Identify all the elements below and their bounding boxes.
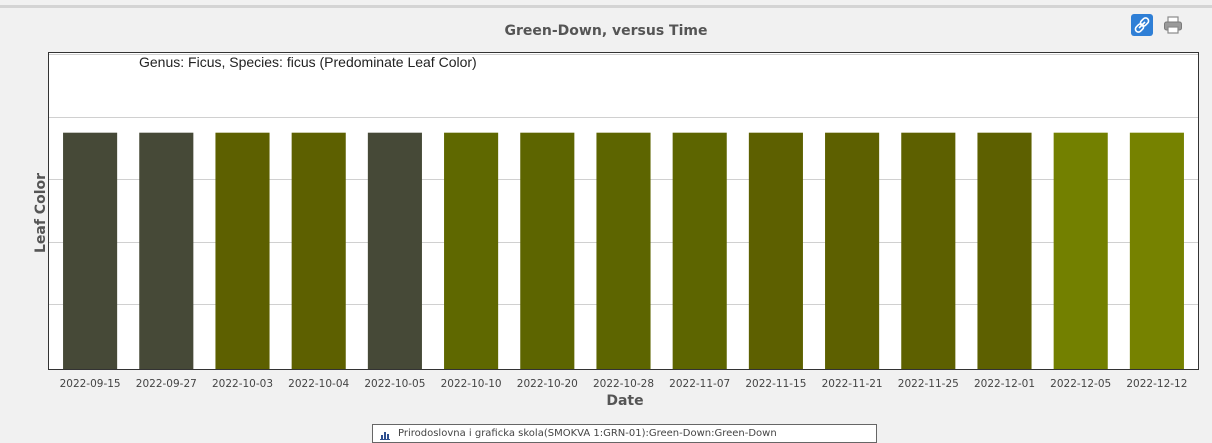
bar-2022-11-15[interactable] <box>748 132 803 369</box>
x-tick-label: 2022-11-25 <box>898 378 959 390</box>
bar-2022-12-12[interactable] <box>1129 132 1184 369</box>
bar-2022-11-07[interactable] <box>672 132 727 369</box>
bar-2022-12-01[interactable] <box>977 132 1032 369</box>
x-tick-label: 2022-09-15 <box>60 378 121 390</box>
bar-2022-09-15[interactable] <box>63 132 118 369</box>
legend-item-label: Prirodoslovna i graficka skola(SMOKVA 1:… <box>398 428 777 439</box>
chart-title: Green-Down, versus Time <box>504 23 708 39</box>
y-axis-label: Leaf Color <box>33 172 49 254</box>
bar-2022-10-05[interactable] <box>367 132 422 369</box>
bar-2022-11-25[interactable] <box>901 132 956 369</box>
bar-2022-10-28[interactable] <box>596 132 651 369</box>
top-divider <box>0 5 1212 8</box>
x-tick-label: 2022-10-05 <box>364 378 425 390</box>
x-tick-label: 2022-10-04 <box>288 378 349 390</box>
x-tick-label: 2022-10-03 <box>212 378 273 390</box>
bar-2022-10-04[interactable] <box>291 132 346 369</box>
x-tick-label: 2022-11-15 <box>745 378 806 390</box>
bar-2022-11-21[interactable] <box>825 132 880 369</box>
bar-2022-09-27[interactable] <box>139 132 194 369</box>
x-tick-label: 2022-11-07 <box>669 378 730 390</box>
x-tick-label: 2022-12-05 <box>1050 378 1111 390</box>
printer-icon[interactable] <box>1162 14 1184 36</box>
x-tick-label: 2022-12-01 <box>974 378 1035 390</box>
bar-2022-12-05[interactable] <box>1053 132 1108 369</box>
chart-subtitle: Genus: Ficus, Species: ficus (Predominat… <box>139 54 477 70</box>
x-tick-label: 2022-10-10 <box>441 378 502 390</box>
x-tick-label: 2022-10-28 <box>593 378 654 390</box>
x-tick-label: 2022-12-12 <box>1126 378 1187 390</box>
x-tick-label: 2022-11-21 <box>822 378 883 390</box>
link-icon[interactable] <box>1131 14 1153 36</box>
x-axis-label: Date <box>606 393 644 409</box>
bar-2022-10-20[interactable] <box>520 132 575 369</box>
x-tick-label: 2022-10-20 <box>517 378 578 390</box>
bar-2022-10-10[interactable] <box>444 132 499 369</box>
bar-2022-10-03[interactable] <box>215 132 270 369</box>
legend[interactable]: Prirodoslovna i graficka skola(SMOKVA 1:… <box>372 424 877 443</box>
x-tick-label: 2022-09-27 <box>136 378 197 390</box>
bar-chart-icon <box>380 429 390 440</box>
